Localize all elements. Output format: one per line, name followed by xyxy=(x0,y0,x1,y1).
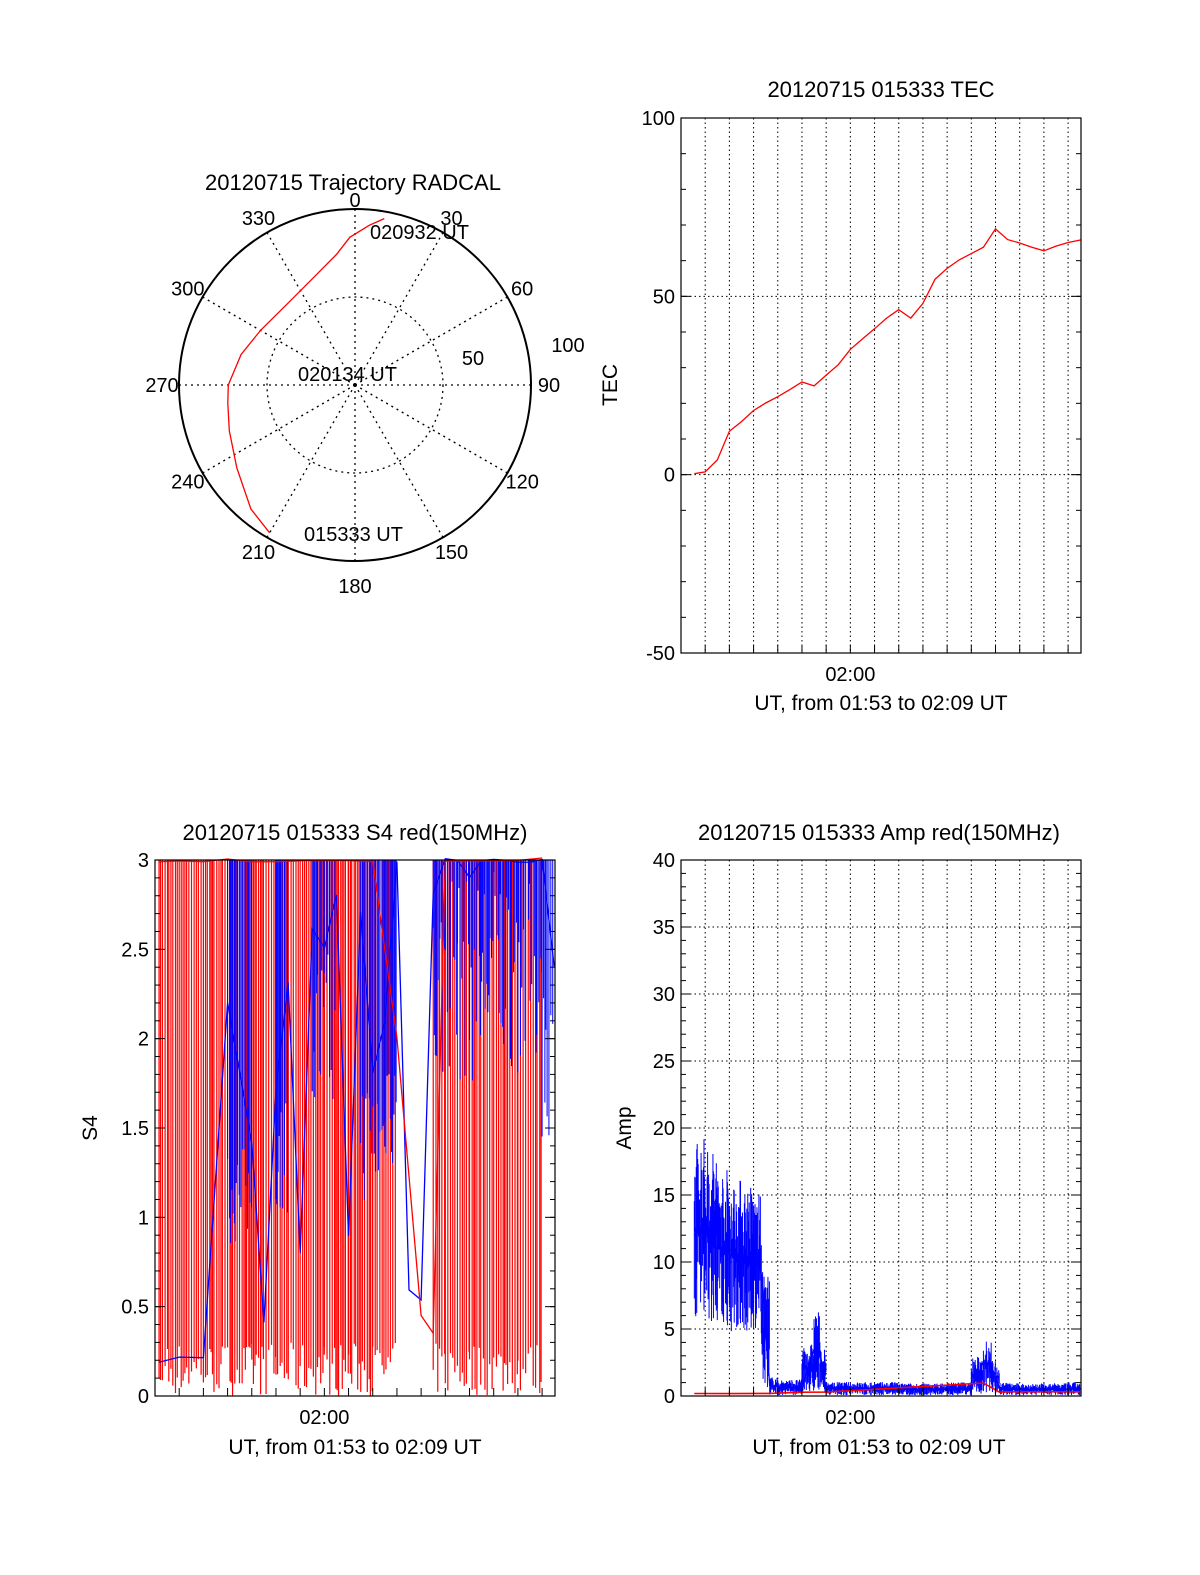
polar-annotation-start: 015333 UT xyxy=(304,524,403,546)
tec-y-ticks: -50 0 50 100 xyxy=(642,108,1081,665)
s4-x-ticks: 02:00 xyxy=(154,1388,543,1429)
s4-y-ticks: 0 0.5 1 1.5 2 2.5 3 xyxy=(121,850,555,1408)
polar-grid xyxy=(179,209,531,561)
polar-annotation-mid: 020134 UT xyxy=(298,364,397,386)
amp-ytick-label: 10 xyxy=(653,1252,675,1274)
s4-x-label: UT, from 01:53 to 02:09 UT xyxy=(228,1436,481,1459)
polar-spoke-120 xyxy=(354,384,508,474)
tec-panel: 20120715 015333 TEC -50 0 50 100 02:00 UT, … xyxy=(599,77,1082,715)
polar-trajectory xyxy=(227,218,385,534)
polar-angle-label-300: 300 xyxy=(171,279,204,301)
polar-angle-ticks: 0 30 60 90 120 150 180 210 240 270 300 330 xyxy=(145,190,560,598)
amp-y-ticks: 0 5 10 15 20 25 30 35 40 xyxy=(653,850,1081,1408)
polar-annotation-end: 020932 UT xyxy=(370,222,469,244)
amp-ytick-label: 0 xyxy=(664,1386,675,1408)
s4-plot-frame xyxy=(154,859,556,1397)
amp-y-label: Amp xyxy=(613,1106,636,1149)
polar-angle-label-180: 180 xyxy=(338,576,371,598)
tec-ytick-label: 50 xyxy=(653,286,675,308)
s4-title: 20120715 015333 S4 red(150MHz) xyxy=(183,820,528,845)
s4-ytick-label: 1.5 xyxy=(121,1118,149,1140)
polar-angle-label-0: 0 xyxy=(349,190,360,212)
amp-xtick-label: 02:00 xyxy=(825,1407,875,1429)
s4-ytick-label: 0.5 xyxy=(121,1297,149,1319)
s4-y-label: S4 xyxy=(79,1115,102,1141)
tec-grid xyxy=(680,118,1081,653)
tec-title: 20120715 015333 TEC xyxy=(767,77,994,102)
polar-panel: 20120715 Trajectory RADCAL 0 30 60 90 120 150… xyxy=(145,170,584,598)
polar-radial-tick-50: 50 xyxy=(462,348,484,370)
s4-ytick-label: 0 xyxy=(138,1386,149,1408)
s4-xtick-label: 02:00 xyxy=(299,1407,349,1429)
s4-series-blue xyxy=(158,857,555,1363)
polar-title: 20120715 Trajectory RADCAL xyxy=(205,170,501,195)
polar-spoke-30 xyxy=(354,232,444,386)
s4-ytick-label: 3 xyxy=(138,850,149,872)
amp-ytick-label: 30 xyxy=(653,984,675,1006)
s4-noise-band xyxy=(158,860,554,1396)
amp-panel: 20120715 015333 Amp red(150MHz) 0 5 10 15 20… xyxy=(613,820,1082,1459)
polar-ring-50 xyxy=(266,296,444,474)
polar-spoke-210 xyxy=(266,384,356,538)
polar-angle-label-150: 150 xyxy=(435,542,468,564)
polar-angle-label-240: 240 xyxy=(171,472,204,494)
polar-angle-label-270: 270 xyxy=(145,375,178,397)
tec-ytick-label: -50 xyxy=(646,643,675,665)
polar-angle-label-120: 120 xyxy=(505,472,538,494)
amp-noise-band xyxy=(693,1139,1081,1396)
amp-ytick-label: 40 xyxy=(653,850,675,872)
tec-x-label: UT, from 01:53 to 02:09 UT xyxy=(754,692,1007,715)
tec-x-ticks: 02:00 xyxy=(680,645,1069,686)
amp-ytick-label: 15 xyxy=(653,1185,675,1207)
tec-ytick-label: 100 xyxy=(642,108,675,130)
polar-angle-label-210: 210 xyxy=(242,542,275,564)
polar-angle-label-90: 90 xyxy=(538,375,560,397)
polar-radial-tick-100: 100 xyxy=(551,335,584,357)
amp-title: 20120715 015333 Amp red(150MHz) xyxy=(698,820,1060,845)
s4-ytick-label: 2 xyxy=(138,1029,149,1051)
tec-series-red xyxy=(694,227,1082,475)
s4-ytick-label: 1 xyxy=(138,1207,149,1229)
tec-plot-frame xyxy=(680,117,1082,654)
polar-outer-ring xyxy=(178,208,532,562)
s4-ytick-label: 2.5 xyxy=(121,939,149,961)
polar-angle-label-30: 30 xyxy=(440,208,462,230)
amp-ytick-label: 25 xyxy=(653,1051,675,1073)
amp-ytick-label: 5 xyxy=(664,1319,675,1341)
amp-series-blue xyxy=(693,1220,1081,1391)
amp-x-ticks: 02:00 xyxy=(680,1388,1069,1429)
tec-ytick-label: 0 xyxy=(664,465,675,487)
polar-angle-label-60: 60 xyxy=(511,279,533,301)
amp-x-label: UT, from 01:53 to 02:09 UT xyxy=(752,1436,1005,1459)
tec-xtick-label: 02:00 xyxy=(825,664,875,686)
amp-ytick-label: 20 xyxy=(653,1118,675,1140)
s4-panel: 20120715 015333 S4 red(150MHz) 0 0.5 1 1.5 2… xyxy=(79,820,556,1459)
amp-ytick-label: 35 xyxy=(653,917,675,939)
tec-y-label: TEC xyxy=(599,364,622,406)
polar-angle-label-330: 330 xyxy=(242,208,275,230)
